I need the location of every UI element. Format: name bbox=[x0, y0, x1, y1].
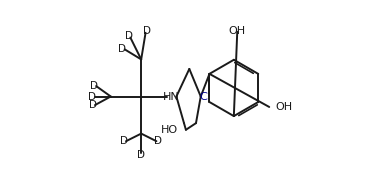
Text: OH: OH bbox=[229, 26, 246, 36]
Text: D: D bbox=[118, 44, 126, 54]
Text: HN: HN bbox=[163, 91, 180, 102]
Text: D: D bbox=[120, 136, 128, 146]
Text: D: D bbox=[88, 91, 96, 102]
Text: OH: OH bbox=[276, 102, 293, 112]
Text: D: D bbox=[154, 136, 162, 146]
Text: D: D bbox=[90, 81, 98, 91]
Text: D: D bbox=[89, 100, 97, 110]
Text: D: D bbox=[125, 31, 134, 41]
Text: C: C bbox=[199, 91, 207, 102]
Text: HO: HO bbox=[161, 125, 178, 135]
Text: D: D bbox=[142, 26, 151, 36]
Text: D: D bbox=[137, 150, 145, 160]
